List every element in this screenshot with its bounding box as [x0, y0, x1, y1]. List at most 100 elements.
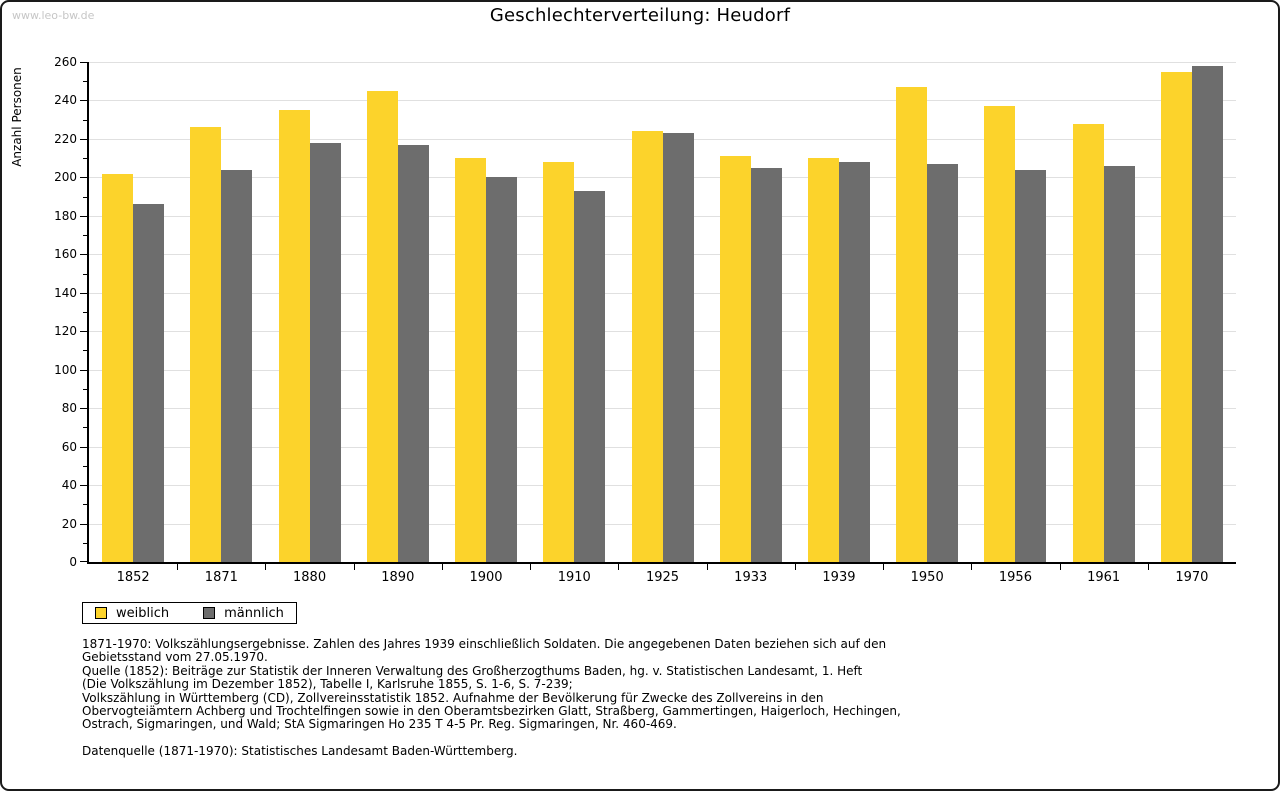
- bar-weiblich-1970: [1160, 71, 1192, 562]
- bar-weiblich-1852: [102, 173, 134, 562]
- x-tick-10: [971, 562, 973, 570]
- y-minor-tick-50: [83, 465, 87, 467]
- bar-weiblich-1933: [719, 156, 751, 562]
- bar-weiblich-1890: [366, 90, 398, 562]
- bar-männlich-1961: [1103, 165, 1135, 562]
- legend-label-maennlich: männlich: [224, 605, 284, 621]
- y-tick-label-140: 140: [54, 285, 77, 300]
- x-tick-8: [794, 562, 796, 570]
- x-category-label-1910: 1910: [557, 570, 591, 585]
- bar-männlich-1910: [574, 190, 606, 562]
- y-tick-label-60: 60: [61, 439, 77, 454]
- bar-männlich-1950: [927, 163, 959, 562]
- maennlich-swatch-icon: [203, 607, 216, 619]
- bar-männlich-1871: [221, 169, 253, 562]
- bar-männlich-1956: [1015, 169, 1047, 562]
- gridline-240: [89, 100, 1236, 102]
- footnote-line: (Die Volkszählung im Dezember 1852), Tab…: [82, 677, 573, 692]
- bar-männlich-1970: [1191, 65, 1223, 562]
- bar-männlich-1880: [309, 142, 341, 562]
- chart-title: Geschlechterverteilung: Heudorf: [489, 5, 791, 26]
- bar-männlich-1933: [750, 167, 782, 562]
- bar-weiblich-1871: [190, 127, 222, 562]
- y-tick-60: [80, 446, 87, 448]
- y-tick-label-180: 180: [54, 208, 77, 223]
- y-minor-tick-230: [83, 119, 87, 121]
- bar-männlich-1890: [397, 144, 429, 562]
- y-tick-label-0: 0: [69, 555, 77, 569]
- bar-männlich-1852: [133, 204, 165, 562]
- y-tick-100: [80, 369, 87, 371]
- y-tick-260: [80, 62, 87, 63]
- x-tick-7: [706, 562, 708, 570]
- x-tick-2: [265, 562, 267, 570]
- bar-weiblich-1950: [896, 87, 928, 562]
- footnote-line: Gebietsstand vom 27.05.1970.: [82, 650, 268, 665]
- y-minor-tick-130: [83, 312, 87, 313]
- bar-männlich-1925: [662, 133, 694, 562]
- x-category-label-1925: 1925: [645, 570, 680, 585]
- y-minor-tick-10: [83, 542, 87, 544]
- weiblich-swatch-icon: [95, 607, 107, 619]
- y-tick-label-40: 40: [61, 478, 77, 493]
- x-tick-11: [1059, 562, 1061, 570]
- y-tick-220: [80, 138, 87, 140]
- y-tick-160: [80, 254, 87, 256]
- y-minor-tick-30: [83, 504, 87, 506]
- y-tick-140: [80, 292, 87, 294]
- x-tick-9: [883, 562, 885, 570]
- footnote: 1871-1970: Volkszählungsergebnisse. Zahl…: [82, 637, 1222, 758]
- bar-weiblich-1939: [807, 158, 839, 562]
- x-category-label-1900: 1900: [469, 570, 503, 585]
- x-tick-3: [353, 562, 355, 570]
- datasource-line: Datenquelle (1871-1970): Statistisches L…: [82, 743, 518, 758]
- bar-weiblich-1900: [455, 158, 487, 562]
- bar-männlich-1900: [486, 177, 518, 562]
- y-minor-tick-170: [83, 235, 87, 237]
- x-category-label-1961: 1961: [1087, 570, 1121, 585]
- y-tick-label-220: 220: [54, 131, 77, 146]
- y-tick-0: [80, 561, 87, 562]
- watermark: www.leo-bw.de: [12, 9, 95, 22]
- footnote-line: Volkszählung in Württemberg (CD), Zollve…: [82, 690, 824, 705]
- x-tick-12: [1147, 562, 1149, 570]
- y-minor-tick-210: [83, 158, 87, 160]
- footnote-line: Obervogteiämtern Achberg und Trochtelfin…: [82, 704, 901, 719]
- x-category-label-1970: 1970: [1175, 570, 1209, 585]
- x-tick-6: [618, 562, 620, 570]
- y-axis-title: Anzahl Personen: [10, 67, 24, 167]
- y-tick-label-160: 160: [54, 247, 77, 262]
- x-tick-4: [441, 562, 443, 570]
- bar-weiblich-1925: [631, 131, 663, 562]
- x-category-label-1956: 1956: [998, 570, 1032, 585]
- y-minor-tick-150: [83, 273, 87, 275]
- y-tick-200: [80, 177, 87, 179]
- bar-weiblich-1956: [984, 106, 1016, 562]
- x-category-label-1890: 1890: [381, 570, 415, 585]
- y-minor-tick-250: [83, 81, 87, 83]
- y-tick-240: [80, 100, 87, 102]
- y-minor-tick-70: [83, 427, 87, 429]
- x-category-label-1933: 1933: [734, 570, 768, 585]
- x-category-label-1852: 1852: [116, 570, 150, 585]
- bar-weiblich-1910: [543, 162, 575, 562]
- y-tick-label-120: 120: [54, 324, 77, 339]
- legend: weiblich männlich: [82, 602, 297, 624]
- footnote-line: Quelle (1852): Beiträge zur Statistik de…: [82, 663, 863, 678]
- y-tick-180: [80, 215, 87, 217]
- footnote-line: 1871-1970: Volkszählungsergebnisse. Zahl…: [82, 637, 887, 651]
- x-category-label-1880: 1880: [293, 570, 327, 585]
- y-tick-20: [80, 523, 87, 525]
- plot-area: 0 20 40 60 80 100 120 140 160 180 200 220 240 260 1852…: [54, 55, 1236, 585]
- x-category-label-1871: 1871: [204, 570, 238, 585]
- legend-item-maennlich: männlich: [203, 607, 284, 620]
- y-tick-40: [80, 485, 87, 487]
- y-tick-label-260: 260: [54, 55, 77, 69]
- x-tick-1: [177, 562, 179, 570]
- y-tick-label-240: 240: [54, 93, 77, 108]
- x-category-label-1939: 1939: [822, 570, 856, 585]
- y-tick-label-200: 200: [54, 170, 77, 185]
- y-tick-label-80: 80: [61, 401, 77, 416]
- x-tick-5: [530, 562, 532, 570]
